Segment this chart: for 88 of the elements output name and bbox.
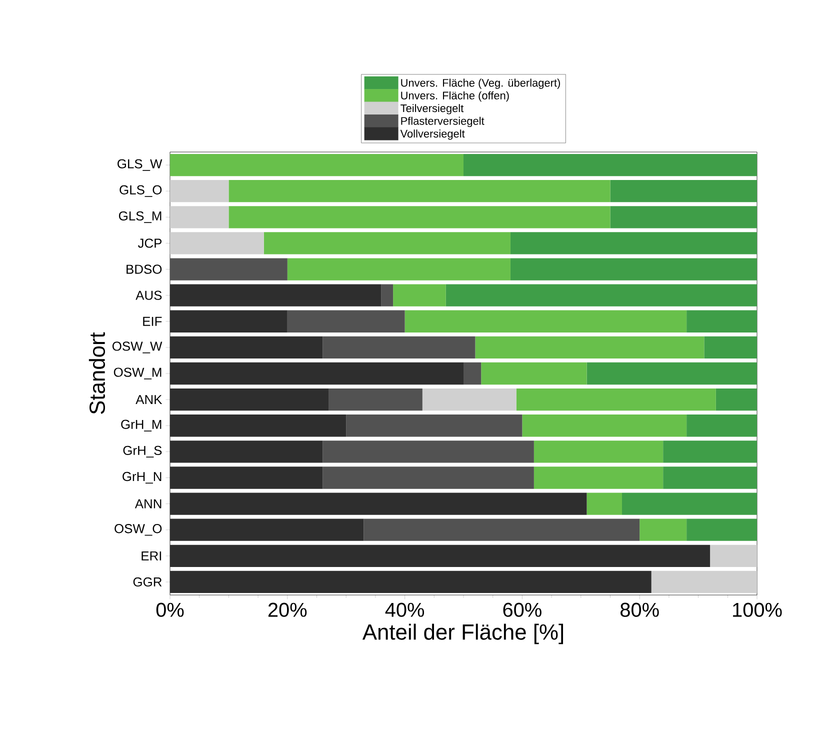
bar (622, 492, 758, 515)
bar (710, 544, 758, 567)
y-tick-label: ANK (136, 395, 162, 404)
bar (170, 310, 288, 332)
bar (663, 440, 758, 463)
y-tick-label: BDSO (126, 264, 162, 274)
bar (346, 414, 522, 437)
y-tick-label: OSW_M (114, 368, 162, 380)
y-tick-label: OSW_W (112, 342, 162, 354)
bar (170, 466, 323, 489)
bar (228, 206, 610, 228)
bar (534, 440, 664, 463)
bar (170, 570, 652, 594)
bar (516, 388, 716, 411)
bar (663, 466, 758, 489)
y-tick-label: OSW_O (114, 524, 162, 536)
y-tick-label: GLS_W (118, 159, 162, 171)
bar (322, 466, 534, 489)
bar (170, 232, 264, 254)
bar (586, 492, 622, 515)
bar (170, 414, 346, 437)
bar (610, 180, 758, 202)
y-tick-label: GrH_N (122, 472, 162, 484)
bar (322, 336, 476, 359)
bar (481, 362, 587, 385)
bar (170, 518, 364, 541)
bar (475, 336, 704, 359)
bar (170, 154, 464, 176)
bar (228, 180, 610, 202)
x-tick-label: 80% (620, 602, 659, 617)
bar (510, 232, 758, 254)
bar (522, 414, 687, 437)
y-tick-label: AUS (136, 290, 162, 300)
bar (264, 232, 510, 254)
bar (446, 284, 758, 306)
bar (287, 258, 510, 280)
bar (322, 440, 534, 463)
y-tick-label: GLS_O (120, 185, 162, 197)
bar (287, 310, 405, 332)
y-tick-label: GLS_M (118, 211, 162, 223)
y-tick-label: GrH_S (123, 446, 162, 458)
bar (170, 206, 229, 228)
bar (464, 362, 482, 385)
bar (704, 336, 758, 359)
bar (640, 518, 687, 541)
legend-label: Unvers. Fläche (offen) (401, 91, 509, 102)
bar (422, 388, 516, 411)
bar (651, 570, 758, 594)
x-tick-label: 40% (385, 602, 424, 617)
bar (534, 466, 664, 489)
bar (686, 518, 758, 541)
bar (716, 388, 758, 411)
bar (586, 362, 758, 385)
x-tick-label: 20% (268, 602, 307, 617)
bar (686, 414, 758, 437)
bar (170, 362, 464, 385)
bar (170, 284, 382, 306)
bar (170, 180, 229, 202)
bar (610, 206, 758, 228)
y-tick-label: ANN (134, 499, 162, 508)
y-tick-label: EIF (143, 316, 162, 326)
bar (170, 336, 323, 359)
y-axis-title: Standort (88, 332, 106, 414)
bar (170, 388, 328, 411)
bar (328, 388, 422, 411)
bar (510, 258, 758, 280)
y-tick-label: JCP (138, 238, 162, 248)
y-tick-label: GrH_M (121, 420, 162, 432)
x-tick-label: 0% (156, 602, 184, 617)
bar (170, 492, 587, 515)
y-tick-label: ERI (142, 551, 162, 560)
bar (686, 310, 758, 332)
bar (381, 284, 394, 306)
y-tick-label: GGR (133, 577, 162, 587)
bar (393, 284, 446, 306)
legend-label: Unvers. Fläche (Veg. überlagert) (401, 78, 560, 89)
bar (464, 154, 758, 176)
legend-label: Teilversiegelt (400, 104, 464, 114)
bar (404, 310, 687, 332)
x-tick-label: 60% (503, 602, 542, 617)
legend-label: Pflasterversiegelt (401, 116, 484, 128)
legend-label: Vollversiegelt (400, 130, 465, 140)
bar (170, 440, 323, 463)
bar (364, 518, 640, 541)
x-axis-title: Anteil der Fläche [%] (362, 624, 564, 644)
bar (170, 258, 288, 280)
x-tick-label: 100% (733, 602, 782, 617)
bar (170, 544, 710, 567)
